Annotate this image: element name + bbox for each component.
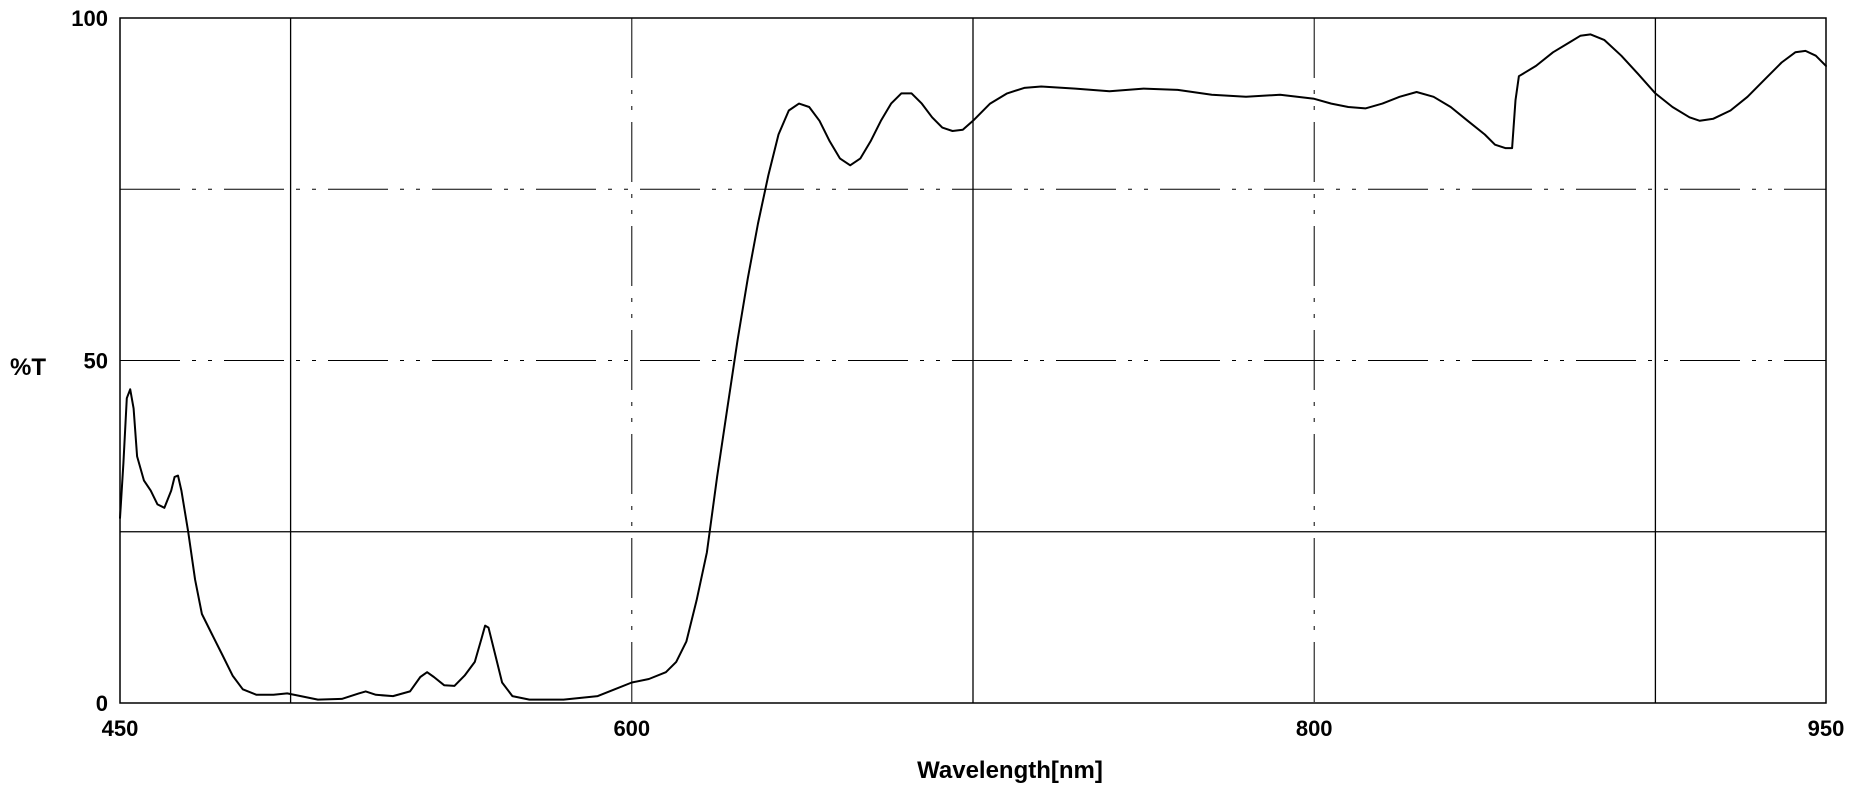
tick-labels: 450 600 800 950 0 50 100 — [71, 6, 1844, 741]
y-axis-title: %T — [10, 354, 46, 381]
grid-lines — [120, 18, 1826, 703]
x-axis-title: Wavelength[nm] — [917, 757, 1103, 784]
x-tick-label: 450 — [102, 716, 139, 741]
plot-frame — [119, 17, 1827, 704]
x-tick-label: 800 — [1296, 716, 1333, 741]
y-tick-label: 100 — [71, 6, 108, 31]
y-tick-label: 50 — [84, 349, 108, 374]
x-tick-label: 950 — [1808, 716, 1845, 741]
data-series — [119, 33, 1827, 701]
y-tick-label: 0 — [96, 691, 108, 716]
series-line-0 — [119, 33, 1827, 701]
x-tick-label: 600 — [613, 716, 650, 741]
